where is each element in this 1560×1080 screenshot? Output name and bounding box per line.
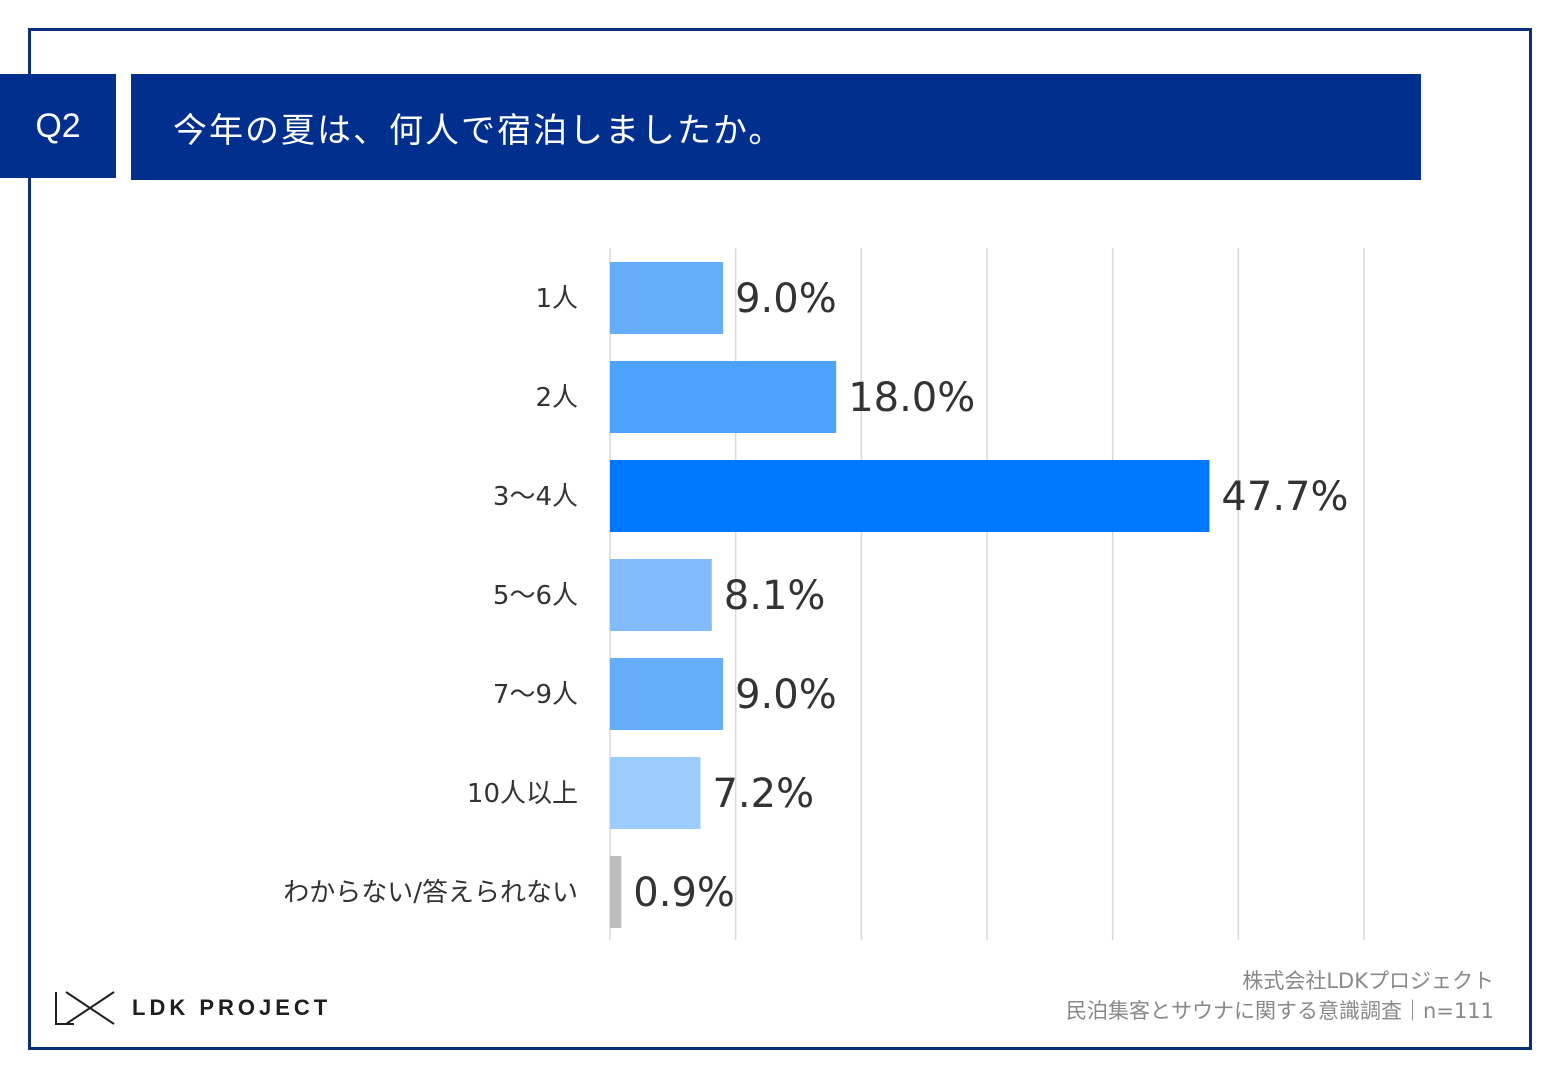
bar-4	[610, 559, 712, 631]
question-badge: Q2	[0, 74, 116, 178]
value-label: 0.9%	[633, 870, 735, 916]
source-note: 株式会社LDKプロジェクト 民泊集客とサウナに関する意識調査｜n=111	[1066, 966, 1494, 1026]
question-title: 今年の夏は、何人で宿泊しましたか。	[131, 74, 1421, 180]
category-label: 3～4人	[493, 482, 578, 512]
category-label: 2人	[535, 383, 578, 413]
value-label: 18.0%	[848, 375, 975, 421]
bar-7	[610, 856, 622, 928]
slide-frame	[28, 28, 1532, 1050]
logo-text: LDK PROJECT	[132, 995, 332, 1020]
value-label: 9.0%	[735, 672, 837, 718]
bar-6	[610, 757, 701, 829]
survey-info: 民泊集客とサウナに関する意識調査｜n=111	[1066, 999, 1494, 1023]
category-label: 10人以上	[467, 779, 578, 809]
value-label: 47.7%	[1221, 474, 1348, 520]
category-label: 1人	[535, 284, 578, 314]
bar-3	[610, 460, 1210, 532]
company-name: 株式会社LDKプロジェクト	[1242, 969, 1494, 993]
value-label: 7.2%	[712, 771, 814, 817]
category-label: 5～6人	[493, 581, 578, 611]
ldk-logo-icon	[55, 991, 115, 1025]
value-label: 8.1%	[724, 573, 826, 619]
category-label: 7～9人	[493, 680, 578, 710]
bar-5	[610, 658, 724, 730]
value-label: 9.0%	[735, 276, 837, 322]
category-label: わからない/答えられない	[283, 878, 578, 908]
bar-2	[610, 361, 837, 433]
bar-1	[610, 262, 724, 334]
ldk-logo: LDK PROJECT	[54, 988, 331, 1028]
